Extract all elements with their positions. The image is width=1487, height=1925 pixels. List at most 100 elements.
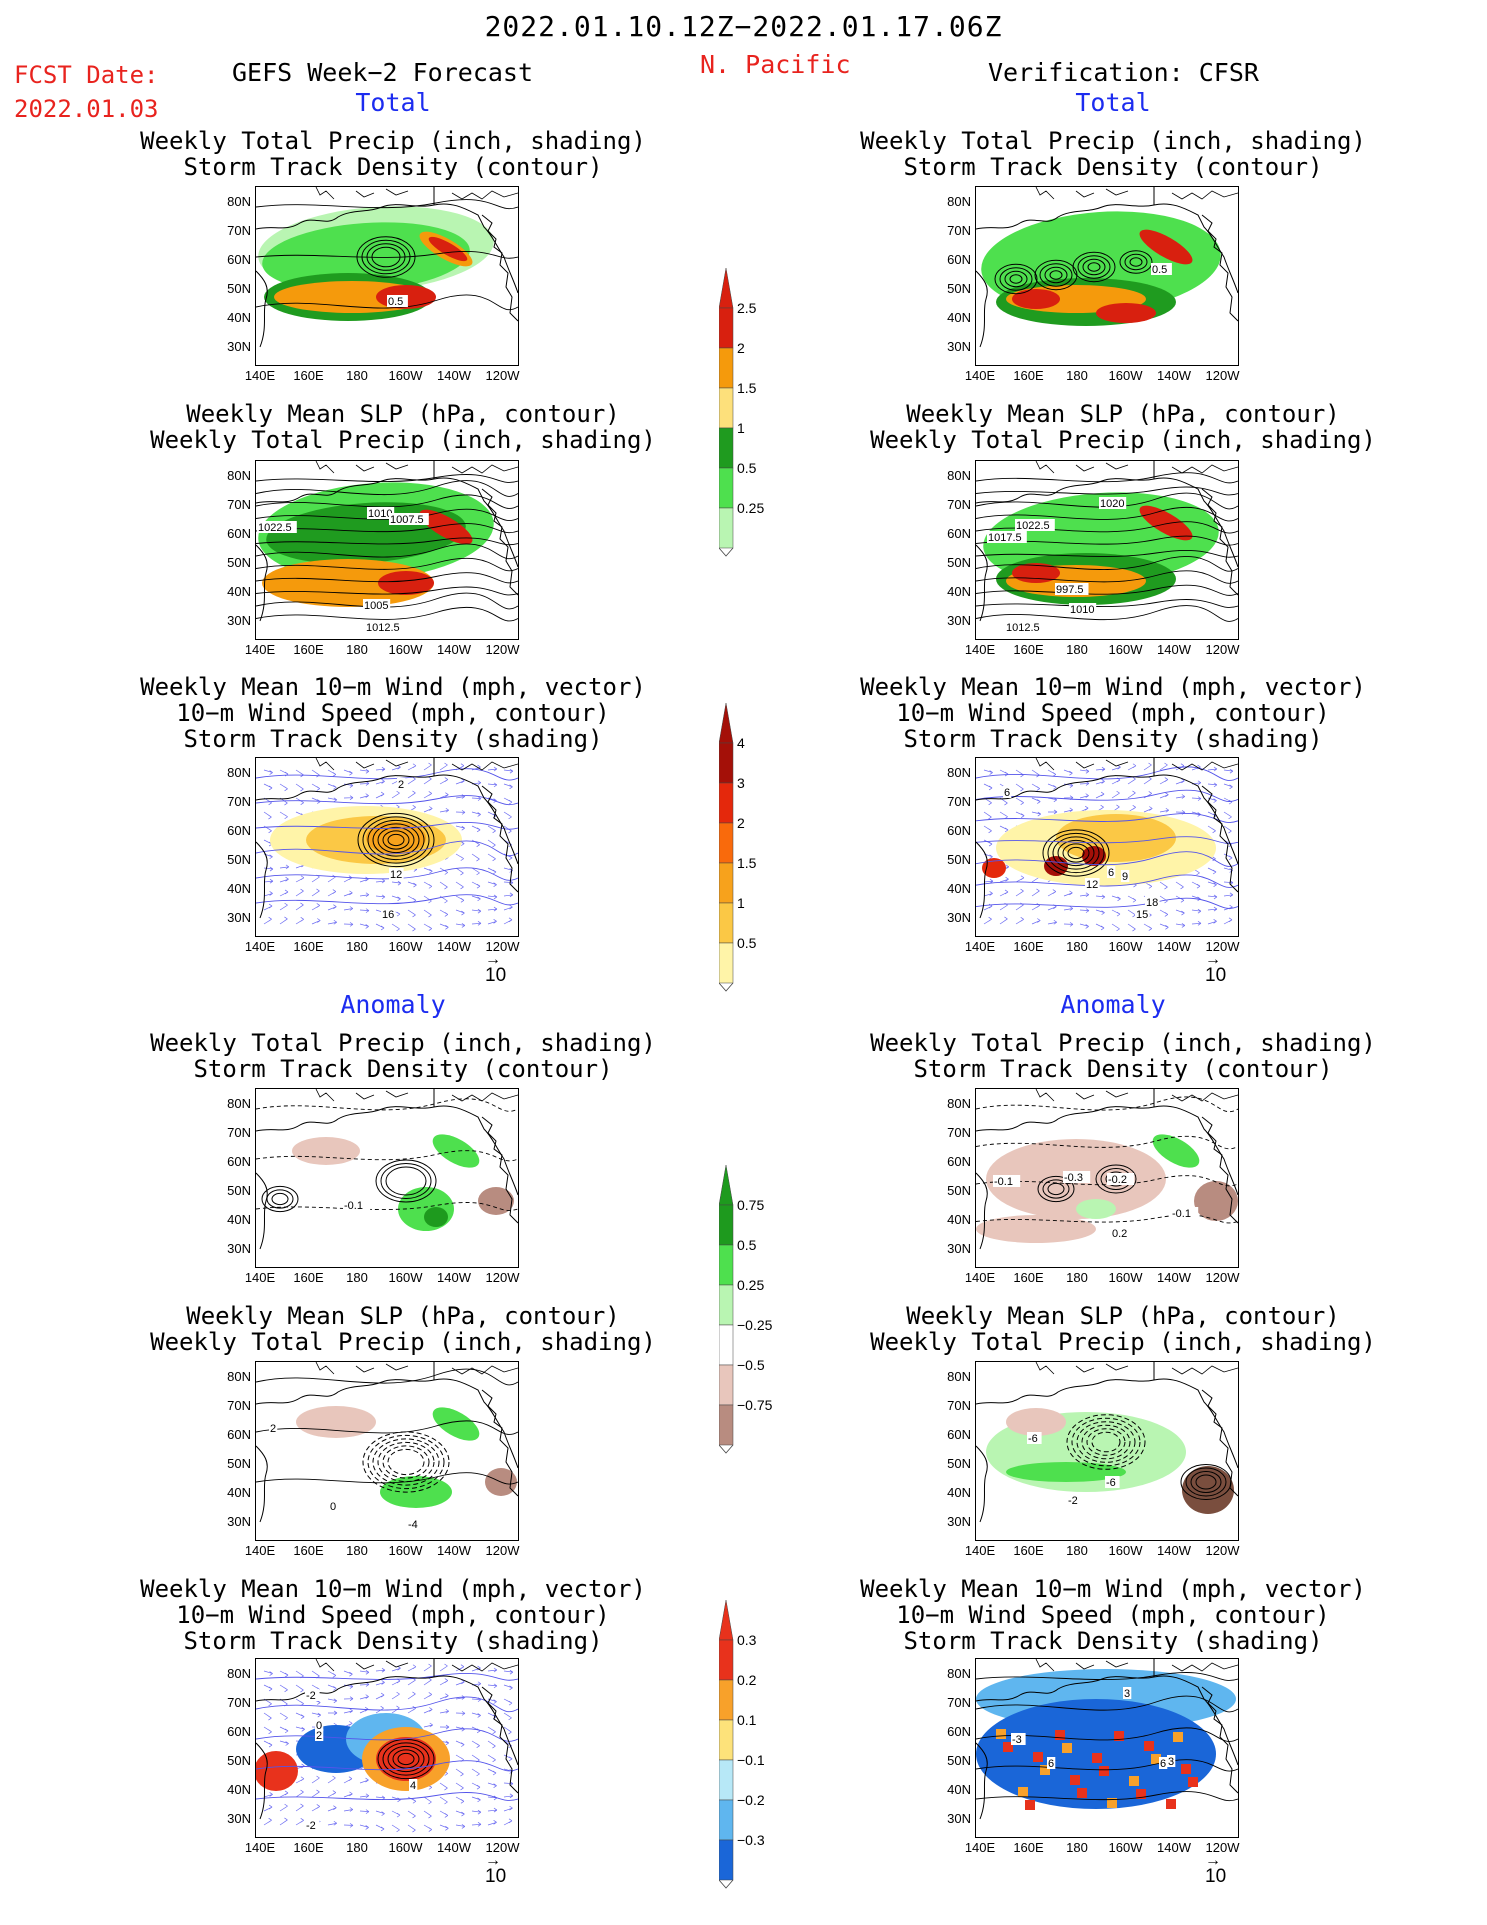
y-tick-label: 30N <box>227 613 251 628</box>
wind-vector <box>327 889 337 897</box>
coastline-na <box>1201 214 1238 322</box>
y-tick-label: 80N <box>227 1369 251 1384</box>
y-tick-label: 50N <box>947 1456 971 1471</box>
wind-vector <box>1015 797 1024 805</box>
wind-vector <box>311 1804 320 1812</box>
contour-label: -3 <box>1012 1734 1022 1746</box>
wind-vector <box>1223 880 1234 885</box>
y-tick-label: 60N <box>227 1154 251 1169</box>
slp-anom-contour <box>1185 1467 1227 1497</box>
y-tick-label: 40N <box>227 881 251 896</box>
wind-speed-contour <box>377 826 415 854</box>
y-tick-label: 60N <box>947 1427 971 1442</box>
x-tick-label: 160E <box>1013 1543 1044 1558</box>
section-anomaly-right: Anomaly <box>1060 990 1166 1019</box>
y-tick-label: 70N <box>227 794 251 809</box>
y-tick-label: 80N <box>227 194 251 209</box>
contour-label: -0.3 <box>1064 1172 1083 1184</box>
storm-anom-cell <box>1025 1800 1035 1810</box>
wind-vector <box>1079 908 1090 913</box>
wind-vector <box>455 1782 464 1791</box>
y-tick-label: 40N <box>227 584 251 599</box>
x-tick-label: 140E <box>964 1840 996 1855</box>
wind-vector <box>455 825 465 831</box>
x-tick-label: 180 <box>1066 368 1088 383</box>
coastline-asia <box>976 1445 988 1523</box>
wind-vector <box>471 895 481 902</box>
wind-vector <box>1175 923 1186 928</box>
title-p3-left: Weekly Mean 10−m Wind (mph, vector) 10−m … <box>140 673 646 753</box>
colorbar-storm-total-label: 3 <box>737 775 745 791</box>
wind-vector <box>311 783 320 791</box>
wind-vector <box>1015 875 1025 883</box>
colorbar-precip-anom-label: −0.5 <box>737 1357 765 1373</box>
precip-shade <box>1012 289 1060 309</box>
contour-line <box>256 795 518 806</box>
storm-shade <box>982 858 1006 878</box>
wind-vector <box>407 790 416 799</box>
wind-vector <box>983 916 992 925</box>
wind-vector <box>1223 917 1233 925</box>
wind-vector <box>343 1670 353 1677</box>
slp-anom-contour <box>1091 1431 1121 1453</box>
y-tick-label: 60N <box>227 526 251 541</box>
contour-label-bg <box>1085 878 1100 890</box>
colorbar-segment <box>718 942 734 984</box>
wind-vector <box>391 1810 401 1818</box>
contour-line <box>256 1673 518 1681</box>
wind-vector <box>503 1684 513 1691</box>
arctic-coast <box>1035 187 1238 200</box>
title-p5-right: Weekly Mean SLP (hPa, contour) Weekly Tot… <box>870 1302 1376 1356</box>
wind-vector <box>295 1726 305 1732</box>
wind-vector <box>439 881 448 890</box>
contour-line <box>976 766 1238 781</box>
colorbar-storm-total-label: 1.5 <box>737 855 757 871</box>
wind-vector <box>1095 766 1106 772</box>
wind-vector <box>423 791 432 799</box>
coastline-asia <box>256 1742 268 1820</box>
wind-anom-contour <box>377 1738 435 1780</box>
contour-label-bg <box>1015 519 1055 531</box>
wind-vector <box>263 891 273 897</box>
x-tick-label: 160W <box>388 1543 423 1558</box>
wind-vector <box>343 1776 353 1784</box>
storm-anom-shade <box>256 1751 298 1791</box>
wind-vector <box>327 1670 337 1678</box>
storm-density-contour <box>1129 257 1143 267</box>
colorbar-segment <box>718 742 734 784</box>
colorbar-storm-total-label: 4 <box>737 735 745 751</box>
wind-vector <box>359 1669 370 1675</box>
x-tick-label: 140E <box>244 1270 276 1285</box>
contour-label: 12 <box>1086 879 1098 891</box>
contour-label-bg <box>1063 1171 1091 1183</box>
contour-label: 0.2 <box>1112 1228 1127 1240</box>
wind-vector <box>439 1796 448 1805</box>
wind-vector <box>327 904 337 911</box>
wind-vector <box>311 903 320 911</box>
storm-anom-cell <box>1181 1764 1191 1774</box>
vector-reference: → 10 <box>485 1852 507 1888</box>
contour-line <box>976 472 1238 484</box>
x-tick-label: 180 <box>346 1543 368 1558</box>
wind-vector <box>295 1789 304 1798</box>
y-tick-label: 80N <box>947 468 971 483</box>
coastline-na <box>1201 1389 1238 1497</box>
x-tick-label: 140E <box>244 1840 276 1855</box>
colorbar-segment <box>718 1719 734 1761</box>
y-tick-label: 70N <box>947 1695 971 1710</box>
wind-vector <box>503 1698 513 1706</box>
wind-vector <box>1047 783 1057 790</box>
arctic-coast <box>1035 1362 1238 1375</box>
colorbar-segment <box>718 1204 734 1246</box>
wind-vector <box>375 1824 385 1832</box>
x-tick-label: 180 <box>1066 1270 1088 1285</box>
contour-label: 0 <box>330 1501 336 1513</box>
contour-line <box>976 1096 1238 1113</box>
wind-vector <box>407 1691 416 1700</box>
x-tick-label: 140W <box>1157 939 1191 954</box>
wind-vector <box>1191 908 1202 914</box>
contour-label: -0.2 <box>1108 1174 1127 1186</box>
map-panel-3-left: 2 12 16 <box>255 757 519 937</box>
wind-vector <box>1175 794 1186 799</box>
